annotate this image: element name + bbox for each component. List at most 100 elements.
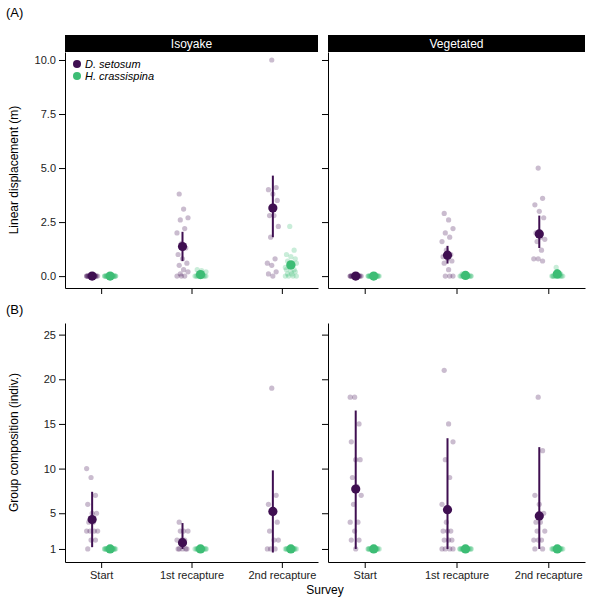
y-tick <box>322 513 328 514</box>
y-tick <box>322 276 328 277</box>
x-tick: Start <box>90 562 113 581</box>
series <box>348 368 548 552</box>
raw-point <box>94 511 99 516</box>
raw-point <box>270 274 275 279</box>
raw-point <box>185 269 190 274</box>
mean-point <box>369 544 378 553</box>
raw-point <box>85 546 90 551</box>
mean-point <box>268 507 277 516</box>
panel: Isoyake0.02.55.07.510.0 <box>35 35 319 294</box>
x-tick-mark <box>192 288 193 294</box>
raw-point <box>267 528 272 533</box>
y-tick <box>322 114 328 115</box>
raw-point <box>177 191 182 196</box>
raw-point <box>85 502 90 507</box>
raw-point <box>542 528 547 533</box>
raw-point <box>182 226 187 231</box>
y-tick-label: 1 <box>50 543 56 555</box>
raw-point <box>274 493 279 498</box>
raw-point <box>93 537 98 542</box>
raw-point <box>293 256 298 261</box>
y-tick <box>322 60 328 61</box>
y-tick-mark <box>59 114 65 115</box>
raw-point <box>276 537 281 542</box>
raw-point <box>272 256 277 261</box>
mean-point <box>461 544 470 553</box>
raw-point <box>537 209 542 214</box>
raw-point <box>532 493 537 498</box>
raw-point <box>352 395 357 400</box>
raw-point <box>275 520 280 525</box>
x-tick-label: Start <box>354 569 377 581</box>
x-tick-mark <box>282 562 283 568</box>
y-tick <box>322 335 328 336</box>
mean-point <box>443 505 452 514</box>
x-tick-mark <box>457 562 458 568</box>
panel: Vegetated <box>322 35 586 294</box>
raw-point <box>274 269 279 274</box>
x-tick: 2nd recapture <box>515 562 583 581</box>
y-tick-label: 0.0 <box>41 270 56 282</box>
raw-point <box>446 217 451 222</box>
x-axis: Start1st recapture2nd recapture <box>66 562 319 581</box>
y-tick-mark <box>322 513 328 514</box>
y-tick-mark <box>59 549 65 550</box>
raw-point <box>265 546 270 551</box>
raw-point <box>349 439 354 444</box>
raw-point <box>350 475 355 480</box>
raw-point <box>265 261 270 266</box>
y-axis: 0.02.55.07.510.0 <box>35 53 66 289</box>
raw-point <box>184 261 189 266</box>
panel: Start 1st recapture 2nd recapture <box>322 324 586 581</box>
raw-point <box>447 274 452 279</box>
x-tick <box>548 288 549 294</box>
y-axis-title: Linear displacement (m) <box>7 106 21 235</box>
raw-point <box>184 546 189 551</box>
mean-point <box>286 544 295 553</box>
raw-point <box>358 457 363 462</box>
y-tick-mark <box>322 424 328 425</box>
x-tick-label: 1st recapture <box>425 569 489 581</box>
y-tick <box>322 469 328 470</box>
raw-point <box>443 230 448 235</box>
raw-point <box>177 263 182 268</box>
raw-point <box>450 226 455 231</box>
raw-point <box>179 274 184 279</box>
mean-point <box>178 538 187 547</box>
x-tick-mark <box>365 288 366 294</box>
y-tick: 7.5 <box>41 108 65 120</box>
legend-label: H. crassispina <box>85 70 154 82</box>
y-tick: 20 <box>44 373 65 385</box>
raw-point <box>276 224 281 229</box>
raw-point <box>446 421 451 426</box>
y-axis <box>322 53 329 289</box>
raw-point <box>348 520 353 525</box>
error-bar <box>538 447 540 549</box>
series <box>102 224 299 281</box>
panel-tag: (B) <box>6 302 23 317</box>
y-tick-mark <box>322 335 328 336</box>
y-axis-line <box>65 53 66 289</box>
y-tick-mark <box>59 424 65 425</box>
y-tick-mark <box>59 513 65 514</box>
mean-point <box>351 485 360 494</box>
x-tick-mark <box>101 562 102 568</box>
x-tick-label: 2nd recapture <box>515 569 583 581</box>
x-tick <box>457 288 458 294</box>
panel: Start1st recapture2nd recapture151015202… <box>44 324 319 581</box>
raw-point <box>93 493 98 498</box>
raw-point <box>442 211 447 216</box>
mean-point <box>178 242 187 251</box>
legend-symbol <box>73 60 81 68</box>
raw-point <box>356 421 361 426</box>
mean-point <box>461 271 470 280</box>
raw-point <box>447 235 452 240</box>
x-tick-mark <box>457 288 458 294</box>
x-axis <box>66 288 319 294</box>
y-tick-mark <box>322 114 328 115</box>
x-tick-mark <box>192 562 193 568</box>
plot-area <box>348 368 566 554</box>
mean-point <box>553 269 562 278</box>
legend-symbol <box>73 72 81 80</box>
y-tick: 0.0 <box>41 270 65 282</box>
